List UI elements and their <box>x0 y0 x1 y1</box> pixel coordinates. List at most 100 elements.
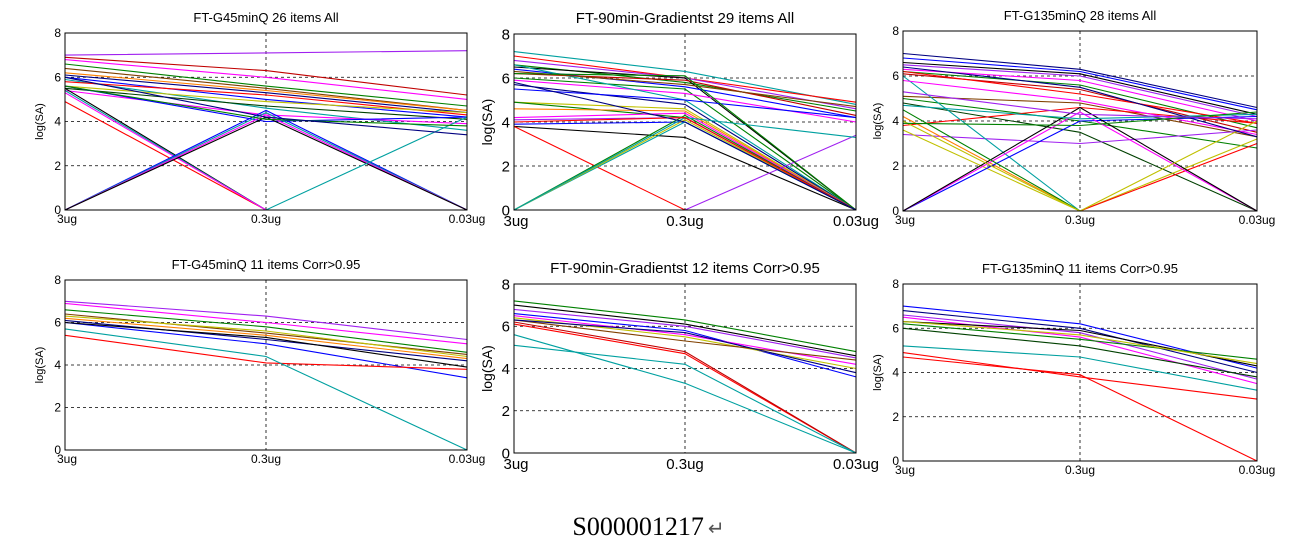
series-line <box>513 300 857 353</box>
y-tick-label: 4 <box>502 114 510 131</box>
plot-frame <box>902 30 1258 212</box>
series-line <box>64 334 468 370</box>
series-line <box>64 111 468 211</box>
y-tick-label: 8 <box>892 277 899 291</box>
series-line <box>64 87 468 120</box>
series-line <box>513 313 857 378</box>
series-line <box>513 101 857 211</box>
series-line <box>64 81 468 116</box>
y-tick-label: 2 <box>502 158 510 175</box>
x-tick-label: 3ug <box>895 213 915 227</box>
series-line <box>902 104 1258 120</box>
series-line <box>64 319 468 362</box>
chart-panel-1: FT-G45minQ 26 items All log(SA) 0 2 4 6 8 3ug 0.… <box>34 10 485 226</box>
x-tick-label: 3ug <box>895 463 915 477</box>
y-tick-label: 8 <box>54 26 61 40</box>
y-tick-label: 0 <box>54 203 61 217</box>
plot-frame <box>64 32 468 211</box>
y-axis-label: log(SA) <box>34 347 46 384</box>
series-line <box>513 70 857 108</box>
chart-panel-6: FT-G135minQ 11 items Corr>0.95 log(SA) 0 2 4… <box>872 261 1275 477</box>
series-line <box>902 102 1258 212</box>
series-line <box>902 352 1258 400</box>
y-axis-label: log(SA) <box>479 345 495 392</box>
y-axis-label: log(SA) <box>872 103 884 140</box>
y-tick-label: 0 <box>54 443 61 457</box>
series-line <box>64 300 468 341</box>
series-line <box>902 91 1258 120</box>
series-line <box>902 323 1258 360</box>
x-tick-label: 0.03ug <box>833 456 879 473</box>
series-line <box>64 321 468 368</box>
chart-title: FT-G135minQ 11 items Corr>0.95 <box>982 261 1178 276</box>
series-line <box>513 334 857 454</box>
series-line <box>902 57 1258 111</box>
chart-title: FT-G45minQ 11 items Corr>0.95 <box>172 257 361 272</box>
x-tick-label: 3ug <box>57 452 77 466</box>
series-line <box>64 67 468 111</box>
x-tick-label: 0.03ug <box>1239 463 1276 477</box>
series-line <box>902 115 1258 212</box>
chart-title: FT-G45minQ 26 items All <box>193 10 338 25</box>
x-tick-label: 0.3ug <box>1065 213 1095 227</box>
series-line <box>902 61 1258 115</box>
plot-frame <box>64 279 468 451</box>
series-line <box>64 78 468 131</box>
series-line <box>902 70 1258 124</box>
chart-title: FT-90min-Gradientst 29 items All <box>576 10 794 27</box>
chart-panel-2: FT-90min-Gradientst 29 items All log(SA) 0… <box>479 10 879 230</box>
series-line <box>64 114 468 211</box>
x-tick-label: 0.3ug <box>251 452 281 466</box>
series-line <box>513 308 857 359</box>
y-axis-label: log(SA) <box>872 354 884 391</box>
series-line <box>513 68 857 119</box>
y-tick-label: 4 <box>502 361 510 378</box>
series-line <box>64 56 468 96</box>
series-line <box>64 85 468 114</box>
series-line <box>902 129 1258 145</box>
y-tick-label: 0 <box>502 445 510 462</box>
plot-frame <box>902 283 1258 462</box>
series-line <box>902 345 1258 391</box>
return-mark: ↵ <box>707 518 725 540</box>
x-tick-label: 0.03ug <box>1239 213 1276 227</box>
series-line <box>513 315 857 365</box>
y-axis-label: log(SA) <box>34 103 46 140</box>
series-line <box>513 84 857 211</box>
chart-title: FT-G135minQ 28 items All <box>1004 8 1157 23</box>
series-line <box>513 79 857 123</box>
y-tick-label: 0 <box>502 202 510 219</box>
series-line <box>64 72 468 111</box>
y-tick-label: 2 <box>54 159 61 173</box>
series-line <box>64 76 468 136</box>
y-tick-label: 6 <box>54 70 61 84</box>
x-tick-label: 0.3ug <box>666 213 704 230</box>
series-line <box>513 119 857 211</box>
series-line <box>513 66 857 211</box>
series-line <box>902 95 1258 138</box>
y-tick-label: 8 <box>502 26 510 43</box>
x-tick-label: 0.03ug <box>449 212 486 226</box>
series-line <box>513 112 857 211</box>
series-line <box>513 344 857 454</box>
series-line <box>513 77 857 211</box>
series-line <box>513 323 857 454</box>
y-tick-label: 2 <box>892 159 899 173</box>
series-line <box>513 117 857 211</box>
y-tick-label: 6 <box>54 316 61 330</box>
series-line <box>513 81 857 211</box>
series-line <box>902 321 1258 365</box>
x-tick-label: 3ug <box>503 456 528 473</box>
series-line <box>64 313 468 355</box>
series-line <box>513 51 857 105</box>
caption-text: S000001217 <box>572 512 704 541</box>
x-tick-label: 0.03ug <box>449 452 486 466</box>
chart-panel-4: FT-G45minQ 11 items Corr>0.95 log(SA) 0 2 4 6… <box>34 257 485 466</box>
y-tick-label: 2 <box>892 410 899 424</box>
y-tick-label: 8 <box>892 24 899 38</box>
series-line <box>64 74 468 114</box>
series-line <box>513 88 857 119</box>
y-tick-label: 6 <box>502 70 510 87</box>
series-line <box>902 64 1258 118</box>
series-line <box>513 321 857 454</box>
